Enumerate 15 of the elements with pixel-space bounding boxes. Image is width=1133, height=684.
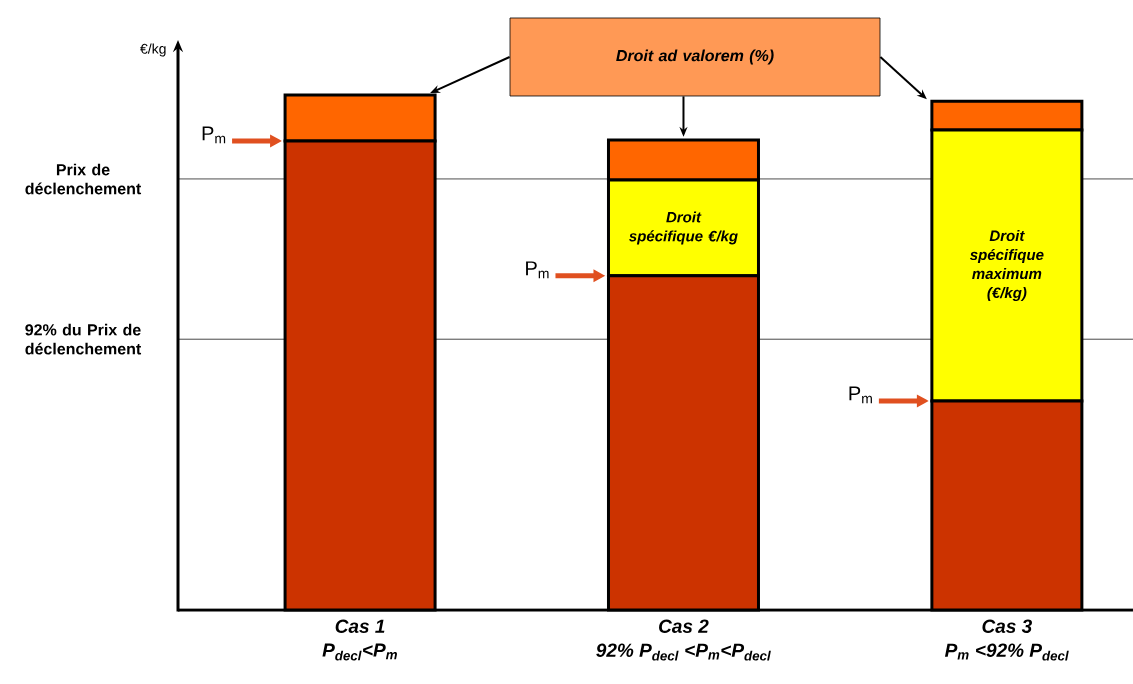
text: P$_{decl}$<P$_{m}$ — [322, 643, 397, 661]
ref-line-label: 92% du Prix de déclenchement — [25, 323, 142, 355]
x-tick-label: Cas 2 — [659, 619, 709, 633]
x-tick-label: Cas 3 — [982, 619, 1032, 633]
annotation: P$_{m}$ — [202, 126, 226, 144]
y-axis-title: €/kg — [140, 43, 166, 57]
annotation: Droit spécifique €/kg — [629, 211, 738, 245]
text: Droit ad valorem (%) — [616, 49, 774, 65]
ref-line-label: Prix de déclenchement — [25, 163, 142, 195]
text: P$_{m}$ <92% P$_{decl}$ — [944, 643, 1069, 661]
x-tick-label: Cas 1 — [335, 619, 385, 633]
text: 92% P$_{decl}$ <P$_{m}$<P$_{decl}$ — [596, 643, 771, 661]
annotation: P$_{m}$ — [849, 386, 872, 404]
annotation: Droit spécifique maximum (€/kg) — [969, 230, 1044, 301]
annotation: P$_{m}$ — [526, 261, 549, 279]
